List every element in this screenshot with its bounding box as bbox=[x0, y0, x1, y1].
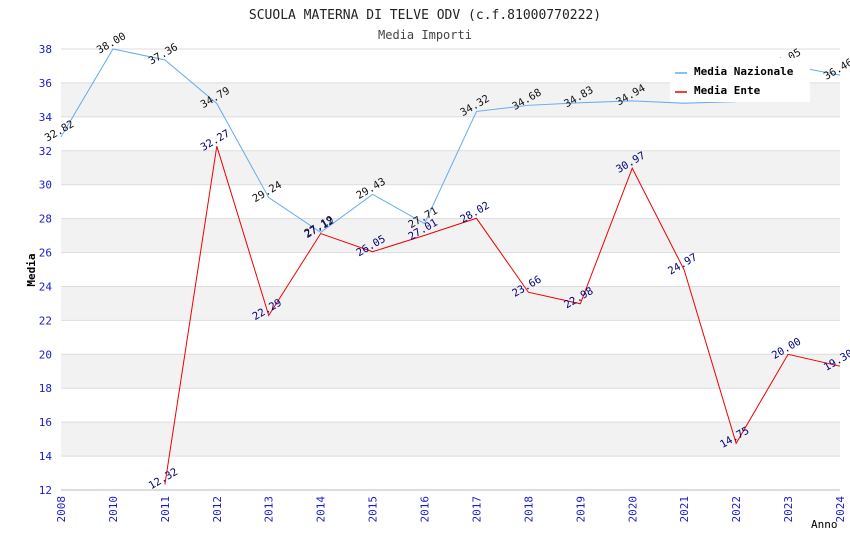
x-tick-label: 2017 bbox=[470, 496, 483, 523]
y-tick-label: 14 bbox=[39, 450, 53, 463]
y-tick-label: 16 bbox=[39, 416, 52, 429]
series-line-media-nazionale bbox=[60, 48, 841, 233]
data-label: 38.00 bbox=[95, 30, 128, 56]
x-tick-label: 2015 bbox=[367, 496, 380, 523]
x-tick-label: 2022 bbox=[730, 496, 743, 523]
y-tick-label: 22 bbox=[39, 314, 52, 327]
y-axis-label: Media bbox=[25, 253, 38, 286]
legend-label-media-ente: Media Ente bbox=[694, 84, 761, 97]
y-tick-label: 24 bbox=[39, 280, 53, 293]
y-tick-label: 34 bbox=[39, 111, 53, 124]
grid-band bbox=[61, 354, 840, 389]
x-tick-label: 2024 bbox=[834, 496, 847, 523]
grid-band bbox=[61, 286, 840, 321]
chart-subtitle: Media Importi bbox=[378, 28, 472, 42]
y-tick-label: 18 bbox=[39, 382, 52, 395]
x-tick-label: 2012 bbox=[211, 496, 224, 523]
legend-label-media-nazionale: Media Nazionale bbox=[694, 65, 794, 78]
x-tick-label: 2023 bbox=[782, 496, 795, 523]
y-tick-label: 26 bbox=[39, 247, 52, 260]
y-tick-label: 38 bbox=[39, 43, 52, 56]
x-tick-label: 2008 bbox=[55, 496, 68, 523]
legend: Media Nazionale Media Ente bbox=[670, 58, 810, 102]
x-tick-label: 2020 bbox=[626, 496, 639, 523]
x-tick-label: 2016 bbox=[419, 496, 432, 523]
grid-band bbox=[61, 422, 840, 457]
x-axis-label: Anno bbox=[811, 518, 838, 531]
data-label: 24.97 bbox=[666, 251, 699, 277]
y-tick-label: 32 bbox=[39, 145, 52, 158]
y-tick-labels: 12 14 16 18 20 22 24 26 28 30 32 34 36 38 bbox=[39, 43, 53, 497]
series-line-media-ente bbox=[164, 146, 841, 485]
y-tick-label: 36 bbox=[39, 77, 52, 90]
y-tick-label: 30 bbox=[39, 179, 52, 192]
grid-band bbox=[61, 218, 840, 253]
data-label: 36.46 bbox=[822, 56, 850, 82]
data-label: 12.32 bbox=[147, 466, 180, 492]
x-tick-label: 2019 bbox=[574, 496, 587, 523]
x-tick-label: 2018 bbox=[522, 496, 535, 523]
legend-box bbox=[670, 58, 810, 102]
data-label: 32.27 bbox=[199, 127, 232, 153]
x-tick-label: 2021 bbox=[678, 496, 691, 523]
y-tick-label: 28 bbox=[39, 213, 52, 226]
x-tick-label: 2014 bbox=[315, 496, 328, 523]
chart-title: SCUOLA MATERNA DI TELVE ODV (c.f.8100077… bbox=[249, 8, 601, 23]
series-lines bbox=[60, 48, 841, 485]
x-tick-label: 2010 bbox=[107, 496, 120, 523]
y-tick-label: 20 bbox=[39, 348, 52, 361]
x-tick-label: 2013 bbox=[263, 496, 276, 523]
data-label: 37.36 bbox=[147, 41, 180, 67]
x-tick-labels: 2008 2010 2011 2012 2013 2014 2015 2016 2017 2018… bbox=[55, 496, 847, 523]
x-tick-label: 2011 bbox=[159, 496, 172, 523]
y-tick-label: 12 bbox=[39, 484, 52, 497]
